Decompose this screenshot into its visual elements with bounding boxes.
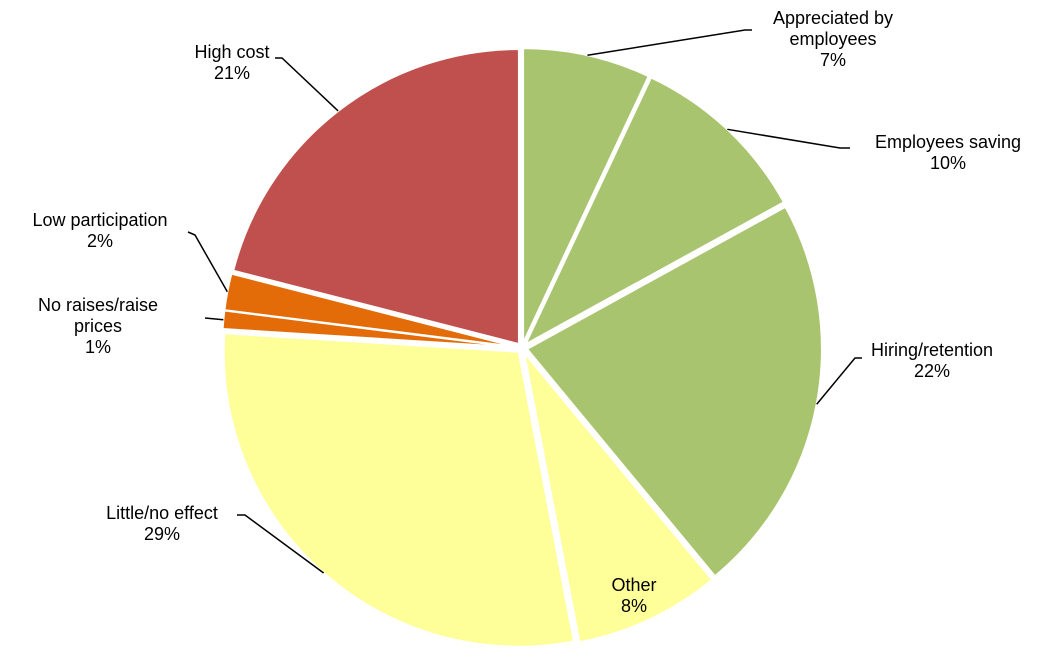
leader-line (187, 231, 228, 293)
pie-slice (223, 272, 518, 349)
leader-line (204, 317, 224, 321)
leader-line (587, 29, 752, 56)
value-label: 29% (143, 524, 181, 544)
category-label: Low participation (32, 210, 168, 230)
pie-slice (523, 76, 786, 347)
slice-label: Low participation 2% (5, 210, 195, 252)
value-label: 21% (213, 63, 251, 83)
category-label: Other (611, 575, 657, 595)
value-label: 1% (84, 337, 111, 357)
value-label: 22% (913, 361, 951, 381)
category-label: Appreciated by employees (772, 8, 894, 49)
category-label: Little/no effect (106, 503, 218, 523)
pie-slice (222, 332, 576, 648)
category-label: No raises/raise prices (37, 295, 159, 336)
category-label: Hiring/retention (870, 340, 994, 360)
slice-label: High cost 21% (172, 42, 292, 84)
slice-label: No raises/raise prices 1% (23, 295, 173, 358)
pie-slice (525, 205, 823, 578)
leader-line (237, 514, 325, 574)
slice-label: Employees saving 10% (838, 132, 1047, 174)
category-label: Employees saving (874, 132, 1022, 152)
slice-label: Other 8% (584, 575, 684, 617)
pie-slice (523, 351, 714, 644)
value-label: 2% (86, 231, 113, 251)
category-label: High cost (194, 42, 270, 62)
slice-label: Little/no effect 29% (77, 503, 247, 545)
slice-label: Appreciated by employees 7% (748, 8, 918, 71)
value-label: 10% (929, 153, 967, 173)
value-label: 8% (620, 596, 647, 616)
leader-line (275, 57, 339, 112)
leader-line (727, 128, 850, 149)
leader-line (816, 357, 862, 405)
slice-label: Hiring/retention 22% (842, 340, 1022, 382)
value-label: 7% (819, 50, 846, 70)
